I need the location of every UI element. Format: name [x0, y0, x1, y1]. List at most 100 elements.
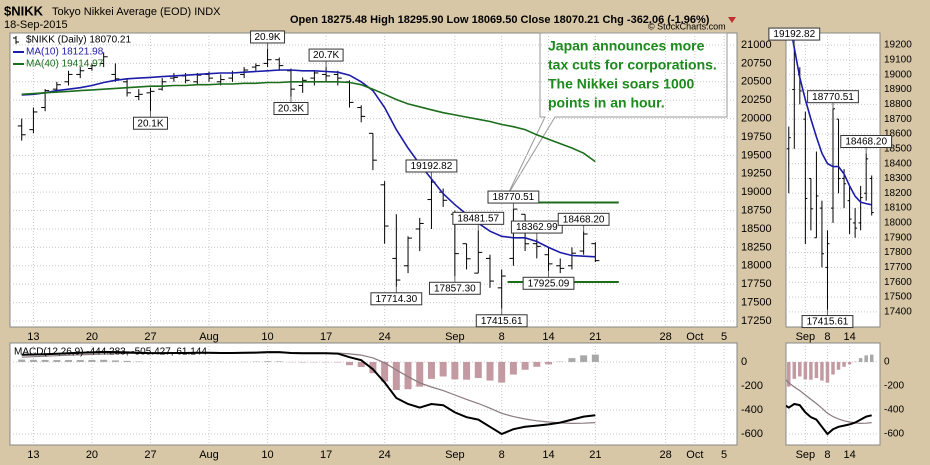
- y-tick-label: 18100: [884, 203, 912, 214]
- y-tick-label: -400: [741, 404, 763, 416]
- symbol: $NIKK: [4, 3, 44, 18]
- annotation-label: 17415.61: [481, 316, 523, 327]
- callout-box: [506, 32, 728, 197]
- x-tick-label: Oct: [686, 331, 703, 343]
- y-tick-label: 0: [741, 356, 747, 368]
- histogram-bar: [463, 361, 471, 380]
- y-tick-label: 17400: [884, 307, 912, 318]
- annotation-box: [807, 90, 859, 104]
- x-tick-label: 14: [843, 449, 855, 461]
- callout-text: tax cuts for corporations.: [548, 57, 717, 73]
- x-tick-label: 8: [499, 449, 505, 461]
- annotation-box: [510, 220, 563, 234]
- legend-price: $NIKK (Daily) 18070.21: [26, 35, 131, 46]
- histogram-bar: [427, 361, 435, 379]
- y-tick-label: 18800: [884, 99, 912, 110]
- y-tick-label: 0: [884, 357, 890, 368]
- histogram-bar: [53, 360, 61, 362]
- x-tick-label: Sep: [445, 331, 465, 343]
- histogram-bar: [869, 354, 874, 362]
- annotation-label: 17925.09: [528, 278, 570, 289]
- grid: [786, 343, 880, 445]
- histogram-bar: [264, 361, 272, 362]
- annotation-box: [273, 102, 309, 116]
- x-tick-label: 21: [589, 331, 601, 343]
- y-tick-label: 17800: [884, 247, 912, 258]
- annotation-label: 19192.82: [411, 161, 453, 172]
- y-tick-label: 17750: [741, 278, 772, 290]
- y-tick-label: -600: [741, 428, 763, 440]
- annotation-box: [557, 212, 610, 226]
- x-tick-label: 28: [659, 449, 671, 461]
- histogram-bar: [100, 359, 108, 362]
- y-tick-label: -200: [884, 381, 904, 392]
- histogram-bar: [29, 359, 37, 362]
- histogram-bar: [111, 360, 119, 362]
- y-tick-label: 18900: [884, 84, 912, 95]
- y-tick-label: 20750: [741, 57, 772, 69]
- histogram-bar: [533, 361, 541, 367]
- y-tick-label: 18600: [884, 129, 912, 140]
- y-tick-label: 19250: [741, 168, 772, 180]
- histogram-bar: [787, 361, 791, 387]
- date: 18-Sep-2015: [4, 19, 68, 31]
- y-tick-label: -400: [884, 405, 904, 416]
- y-tick-label: 18000: [741, 260, 772, 272]
- y-tick-label: 21000: [741, 39, 772, 51]
- x-tick-label: 5: [721, 331, 727, 343]
- callout-text: Japan announces more: [548, 38, 705, 54]
- histogram-bar: [346, 361, 354, 366]
- histogram-bar: [814, 361, 819, 379]
- y-tick-label: 17500: [884, 292, 912, 303]
- y-tick-label: 20500: [741, 76, 772, 88]
- macd-panel: [9, 342, 738, 446]
- x-tick-label: 17: [320, 331, 332, 343]
- moving-average: [21, 81, 596, 163]
- histogram-bar: [792, 361, 797, 379]
- x-tick-label: 21: [589, 449, 601, 461]
- credit: © StockCharts.com: [648, 21, 726, 31]
- x-tick-label: 20: [86, 331, 98, 343]
- annotation-box: [370, 292, 423, 306]
- y-tick-label: 19100: [884, 54, 912, 65]
- histogram-bar: [836, 361, 841, 370]
- x-tick-label: Sep: [796, 449, 816, 461]
- y-tick-label: -200: [741, 380, 763, 392]
- annotation-box: [428, 281, 481, 295]
- x-tick-label: 10: [261, 331, 273, 343]
- x-tick-label: 24: [378, 331, 390, 343]
- histogram-bar: [88, 359, 96, 362]
- quote: Open 18275.48 High 18295.90 Low 18069.50…: [290, 14, 710, 26]
- y-tick-label: 19000: [884, 69, 912, 80]
- histogram-bar: [416, 361, 424, 387]
- annotation-label: 17415.61: [807, 317, 849, 328]
- y-tick-label: 19750: [741, 131, 772, 143]
- histogram-bar: [820, 361, 824, 381]
- x-tick-label: 20: [86, 449, 98, 461]
- y-tick-label: 20000: [741, 112, 772, 124]
- annotation-box: [475, 314, 528, 328]
- y-tick-label: 17600: [884, 277, 912, 288]
- histogram-bar: [591, 354, 599, 362]
- x-tick-label: 14: [542, 331, 554, 343]
- x-tick-label: Sep: [445, 449, 465, 461]
- y-tick-label: 18300: [884, 173, 912, 184]
- x-tick-label: Sep: [796, 331, 816, 343]
- y-tick-label: 19200: [884, 40, 912, 51]
- histogram-bar: [486, 361, 494, 381]
- x-tick-label: 27: [144, 331, 156, 343]
- y-tick-label: 18500: [741, 223, 772, 235]
- histogram-bar: [369, 361, 377, 374]
- histogram-bar: [381, 361, 389, 382]
- x-tick-label: 10: [261, 449, 273, 461]
- x-tick-label: Oct: [686, 449, 703, 461]
- histogram-bar: [580, 355, 588, 362]
- annotation-box: [132, 116, 168, 130]
- y-tick-label: 20250: [741, 94, 772, 106]
- x-tick-label: 8: [499, 331, 505, 343]
- x-tick-label: 28: [659, 331, 671, 343]
- annotation-label: 17714.30: [375, 294, 417, 305]
- y-tick-label: 18250: [741, 241, 772, 253]
- x-tick-label: 5: [721, 449, 727, 461]
- annotation-label: 20.1K: [137, 118, 163, 129]
